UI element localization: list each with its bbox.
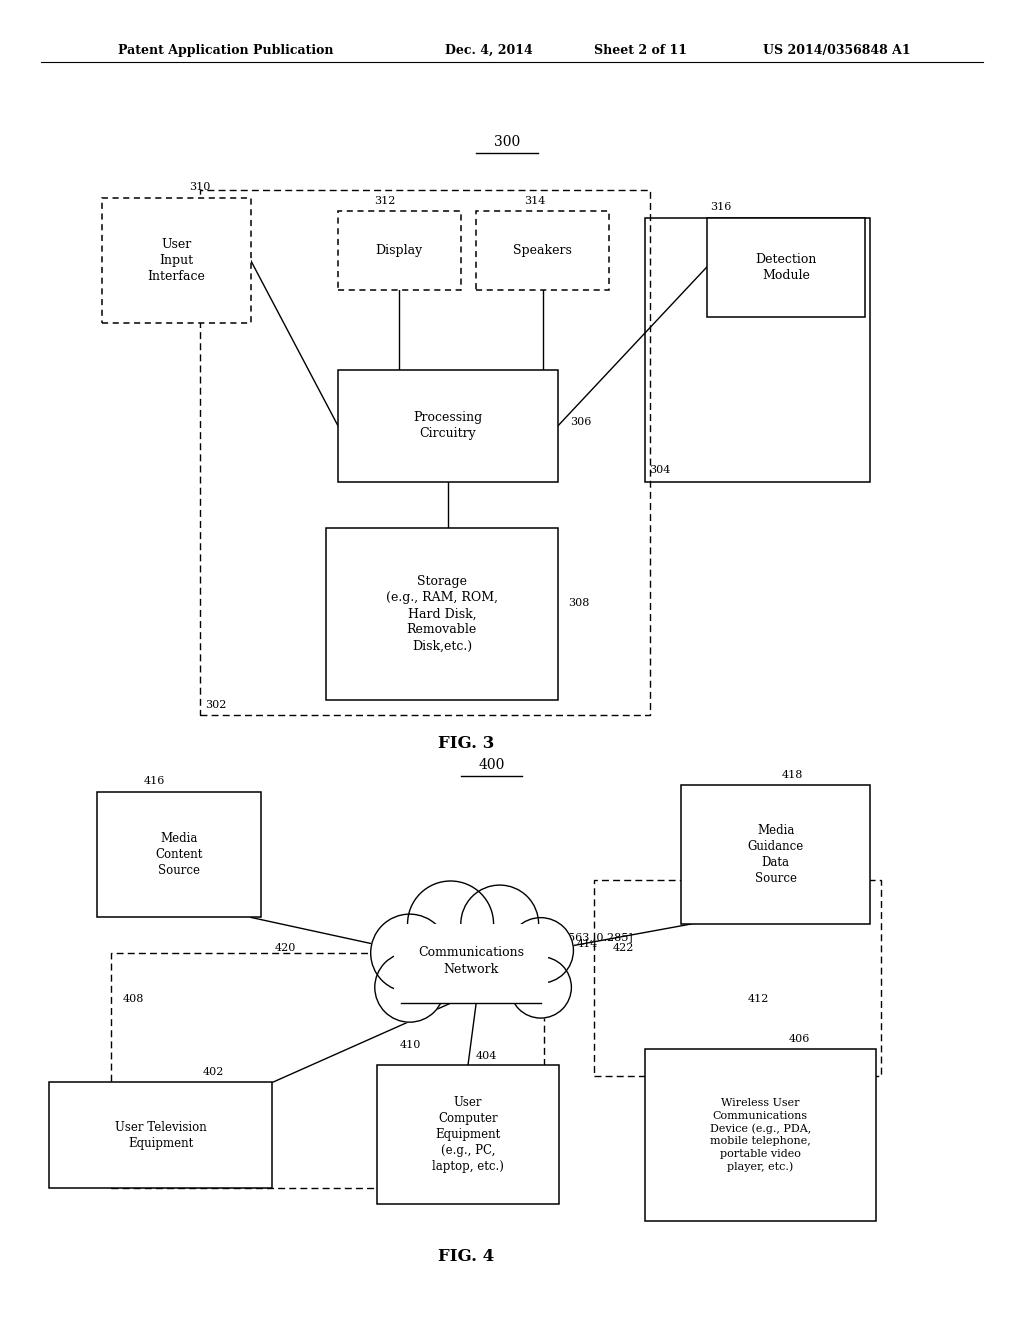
- Text: 410: 410: [399, 1040, 421, 1051]
- Text: 418: 418: [781, 770, 803, 780]
- Ellipse shape: [371, 915, 449, 991]
- Text: 420: 420: [274, 942, 296, 953]
- Text: FIG. 4: FIG. 4: [438, 1249, 494, 1265]
- Text: 312: 312: [374, 195, 395, 206]
- Ellipse shape: [508, 917, 573, 983]
- Text: 404: 404: [476, 1051, 498, 1061]
- Text: Media
Guidance
Data
Source: Media Guidance Data Source: [748, 824, 804, 886]
- FancyBboxPatch shape: [326, 528, 558, 700]
- Text: [0.563, 0.285]: [0.563, 0.285]: [553, 932, 633, 942]
- Text: 402: 402: [203, 1067, 224, 1077]
- Text: User Television
Equipment: User Television Equipment: [115, 1121, 207, 1150]
- Text: 400: 400: [478, 758, 505, 772]
- Text: 414: 414: [577, 939, 598, 949]
- Text: 306: 306: [570, 417, 592, 428]
- Text: Detection
Module: Detection Module: [756, 253, 816, 281]
- Text: FIG. 3: FIG. 3: [437, 735, 495, 751]
- FancyBboxPatch shape: [97, 792, 261, 917]
- Text: 314: 314: [524, 195, 546, 206]
- Text: 302: 302: [205, 700, 226, 710]
- Text: 412: 412: [748, 994, 769, 1005]
- Text: US 2014/0356848 A1: US 2014/0356848 A1: [763, 44, 910, 57]
- FancyBboxPatch shape: [377, 1065, 559, 1204]
- Text: Media
Content
Source: Media Content Source: [156, 832, 203, 878]
- Text: Processing
Circuitry: Processing Circuitry: [414, 412, 482, 440]
- FancyBboxPatch shape: [476, 211, 609, 290]
- Ellipse shape: [375, 953, 444, 1022]
- Text: User
Computer
Equipment
(e.g., PC,
laptop, etc.): User Computer Equipment (e.g., PC, lapto…: [432, 1096, 504, 1173]
- Text: 316: 316: [710, 202, 731, 213]
- Text: Wireless User
Communications
Device (e.g., PDA,
mobile telephone,
portable video: Wireless User Communications Device (e.g…: [710, 1098, 811, 1172]
- Ellipse shape: [461, 886, 539, 962]
- Text: 310: 310: [189, 182, 211, 193]
- Text: 304: 304: [649, 465, 671, 475]
- Text: Sheet 2 of 11: Sheet 2 of 11: [594, 44, 687, 57]
- FancyBboxPatch shape: [338, 370, 558, 482]
- Text: Communications
Network: Communications Network: [418, 946, 524, 975]
- Text: Dec. 4, 2014: Dec. 4, 2014: [445, 44, 534, 57]
- FancyBboxPatch shape: [102, 198, 251, 323]
- Ellipse shape: [408, 880, 494, 968]
- Text: Storage
(e.g., RAM, ROM,
Hard Disk,
Removable
Disk,etc.): Storage (e.g., RAM, ROM, Hard Disk, Remo…: [386, 576, 498, 652]
- Text: 308: 308: [568, 598, 590, 609]
- Text: 406: 406: [788, 1034, 810, 1044]
- FancyBboxPatch shape: [707, 218, 865, 317]
- Text: Speakers: Speakers: [513, 244, 572, 257]
- FancyBboxPatch shape: [645, 1049, 876, 1221]
- FancyBboxPatch shape: [49, 1082, 272, 1188]
- Text: 408: 408: [123, 994, 144, 1005]
- FancyBboxPatch shape: [394, 924, 548, 1003]
- FancyBboxPatch shape: [338, 211, 461, 290]
- FancyBboxPatch shape: [681, 785, 870, 924]
- Text: 416: 416: [143, 776, 165, 787]
- Ellipse shape: [510, 957, 571, 1018]
- Text: 300: 300: [494, 135, 520, 149]
- Text: Display: Display: [376, 244, 423, 257]
- Text: 422: 422: [612, 942, 634, 953]
- Text: User
Input
Interface: User Input Interface: [147, 238, 206, 284]
- Text: Patent Application Publication: Patent Application Publication: [118, 44, 333, 57]
